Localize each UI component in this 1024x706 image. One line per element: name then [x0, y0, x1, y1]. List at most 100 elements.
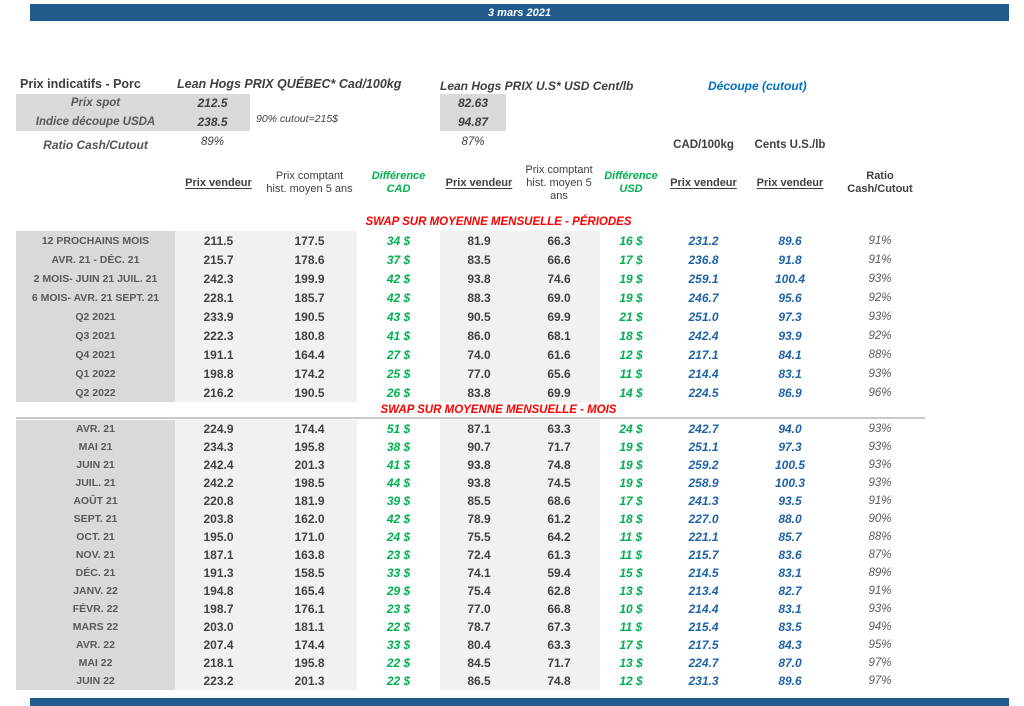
difference-cad: 29 $ — [386, 584, 411, 598]
difference-cad: 51 $ — [386, 422, 411, 436]
row-label: AVR. 21 — [16, 420, 175, 438]
prix-vendeur-cad: 195.0 — [175, 528, 262, 546]
row-label: JANV. 22 — [16, 582, 175, 600]
difference-usd: 19 $ — [619, 458, 643, 472]
prix-vendeur-usd: 78.7 — [440, 618, 518, 636]
ratio-cash-cutout-label: Ratio Cash/Cutout — [43, 138, 148, 152]
ratio-cash-cutout: 93% — [868, 441, 892, 453]
column-header-prix-comptant-usd: Prix comptant hist. moyen 5 ans — [525, 163, 593, 202]
section-title: SWAP SUR MOYENNE MENSUELLE - PÉRIODES — [365, 216, 632, 228]
difference-usd: 17 $ — [619, 252, 643, 267]
cutout-prix-vendeur-cad: 214.4 — [688, 366, 719, 381]
section-rows: 12 PROCHAINS MOIS 211.5 177.5 34 $ 81.9 66.3 1… — [16, 231, 925, 402]
prix-vendeur-cad: 224.9 — [175, 420, 262, 438]
row-label: Q2 2022 — [16, 383, 175, 402]
prix-vendeur-usd: 88.3 — [440, 288, 518, 307]
row-label: 12 PROCHAINS MOIS — [16, 231, 175, 250]
table-row: Q2 2021 233.9 190.5 43 $ 90.5 69.9 21 $ 251.0 97… — [16, 307, 925, 326]
difference-cad: 22 $ — [386, 620, 411, 634]
prix-comptant-usd: 66.3 — [518, 231, 600, 250]
difference-cad: 44 $ — [386, 476, 411, 490]
ratio-cash-cutout: 93% — [868, 367, 892, 380]
prix-comptant-usd: 69.0 — [518, 288, 600, 307]
prix-comptant-usd: 69.9 — [518, 383, 600, 402]
ratio-cash-cutout: 93% — [868, 310, 892, 323]
cutout-prix-vendeur-cad: 224.5 — [688, 385, 719, 400]
prix-comptant-cad: 174.2 — [262, 364, 357, 383]
prix-comptant-cad: 177.5 — [262, 231, 357, 250]
difference-cad: 42 $ — [386, 271, 411, 286]
table-row: AVR. 21 - DÉC. 21 215.7 178.6 37 $ 83.5 66.6 1… — [16, 250, 925, 269]
prix-comptant-usd: 67.3 — [518, 618, 600, 636]
cutout-prix-vendeur-cents: 95.6 — [778, 290, 802, 305]
difference-usd: 19 $ — [619, 476, 643, 490]
usda-cutout-label: Indice découpe USDA — [35, 115, 156, 128]
difference-usd: 14 $ — [619, 385, 643, 400]
prix-vendeur-usd: 83.8 — [440, 383, 518, 402]
prix-comptant-usd: 65.6 — [518, 364, 600, 383]
ratio-cash-cutout: 91% — [868, 495, 892, 507]
prix-vendeur-usd: 77.0 — [440, 364, 518, 383]
cutout-prix-vendeur-cents: 89.6 — [778, 233, 802, 248]
quebec-price-title: Lean Hogs PRIX QUÉBEC* Cad/100kg — [177, 77, 402, 91]
cutout-prix-vendeur-cad: 251.1 — [688, 440, 719, 454]
cutout-prix-vendeur-cents: 84.1 — [778, 347, 802, 362]
prix-vendeur-cad: 191.3 — [175, 564, 262, 582]
prix-comptant-usd: 63.3 — [518, 420, 600, 438]
cutout-prix-vendeur-cad: 221.1 — [688, 530, 719, 544]
difference-usd: 11 $ — [619, 530, 643, 544]
cutout-prix-vendeur-cents: 89.6 — [778, 674, 802, 688]
prix-comptant-cad: 190.5 — [262, 383, 357, 402]
spot-price-cad: 212.5 — [197, 96, 228, 111]
prix-comptant-usd: 66.6 — [518, 250, 600, 269]
table-row: 12 PROCHAINS MOIS 211.5 177.5 34 $ 81.9 66.3 1… — [16, 231, 925, 250]
row-label: JUIL. 21 — [16, 474, 175, 492]
prix-comptant-usd: 71.7 — [518, 438, 600, 456]
difference-cad: 27 $ — [386, 347, 411, 362]
ratio-cash-cutout: 93% — [868, 423, 892, 435]
cutout-prix-vendeur-cad: 231.2 — [688, 233, 719, 248]
difference-cad: 33 $ — [386, 638, 411, 652]
row-label: 2 MOIS- JUIN 21 JUIL. 21 — [16, 269, 175, 288]
prix-comptant-cad: 190.5 — [262, 307, 357, 326]
page-title: Prix indicatifs - Porc — [20, 77, 141, 91]
cutout-prix-vendeur-cents: 100.4 — [774, 271, 806, 286]
ratio-cash-cutout: 96% — [868, 386, 892, 399]
table-row: Q1 2022 198.8 174.2 25 $ 77.0 65.6 11 $ 214.4 83… — [16, 364, 925, 383]
prix-comptant-usd: 59.4 — [518, 564, 600, 582]
difference-cad: 42 $ — [386, 290, 411, 305]
prix-comptant-usd: 74.5 — [518, 474, 600, 492]
column-header-difference-cad: Différence CAD — [371, 170, 426, 195]
usda-cutout-usd: 94.87 — [457, 114, 489, 129]
usda-cutout-cad: 238.5 — [197, 114, 228, 129]
cutout-prix-vendeur-cents: 83.1 — [778, 602, 802, 616]
row-label: MAI 22 — [16, 654, 175, 672]
cutout-note: 90% cutout=215$ — [256, 113, 339, 125]
prix-vendeur-usd: 75.4 — [440, 582, 518, 600]
cutout-prix-vendeur-cents: 84.3 — [778, 638, 802, 652]
column-header-cutout-cents: Prix vendeur — [756, 176, 824, 189]
ratio-cash-cutout-cad: 89% — [200, 136, 225, 148]
cutout-prix-vendeur-cents: 100.3 — [774, 476, 806, 490]
prix-comptant-cad: 201.3 — [262, 456, 357, 474]
table-row: NOV. 21 187.1 163.8 23 $ 72.4 61.3 11 $ 215.7 83… — [16, 546, 925, 564]
ratio-cash-cutout: 93% — [868, 272, 892, 285]
prix-vendeur-usd: 74.1 — [440, 564, 518, 582]
prix-vendeur-usd: 93.8 — [440, 269, 518, 288]
ratio-cash-cutout: 97% — [868, 657, 892, 669]
row-label: MARS 22 — [16, 618, 175, 636]
difference-usd: 11 $ — [619, 366, 643, 381]
row-label: Q3 2021 — [16, 326, 175, 345]
prix-comptant-usd: 74.6 — [518, 269, 600, 288]
prix-vendeur-cad: 215.7 — [175, 250, 262, 269]
prix-comptant-cad: 181.9 — [262, 492, 357, 510]
difference-cad: 37 $ — [386, 252, 411, 267]
ratio-cash-cutout: 90% — [868, 513, 892, 525]
table-row: AVR. 22 207.4 174.4 33 $ 80.4 63.3 17 $ 217.5 84… — [16, 636, 925, 654]
row-label: Q4 2021 — [16, 345, 175, 364]
spot-price-usd: 82.63 — [457, 96, 489, 111]
column-header-ratio: Ratio Cash/Cutout — [847, 170, 913, 195]
prix-comptant-cad: 164.4 — [262, 345, 357, 364]
difference-cad: 41 $ — [386, 458, 411, 472]
table-row: Q4 2021 191.1 164.4 27 $ 74.0 61.6 12 $ 217.1 84… — [16, 345, 925, 364]
